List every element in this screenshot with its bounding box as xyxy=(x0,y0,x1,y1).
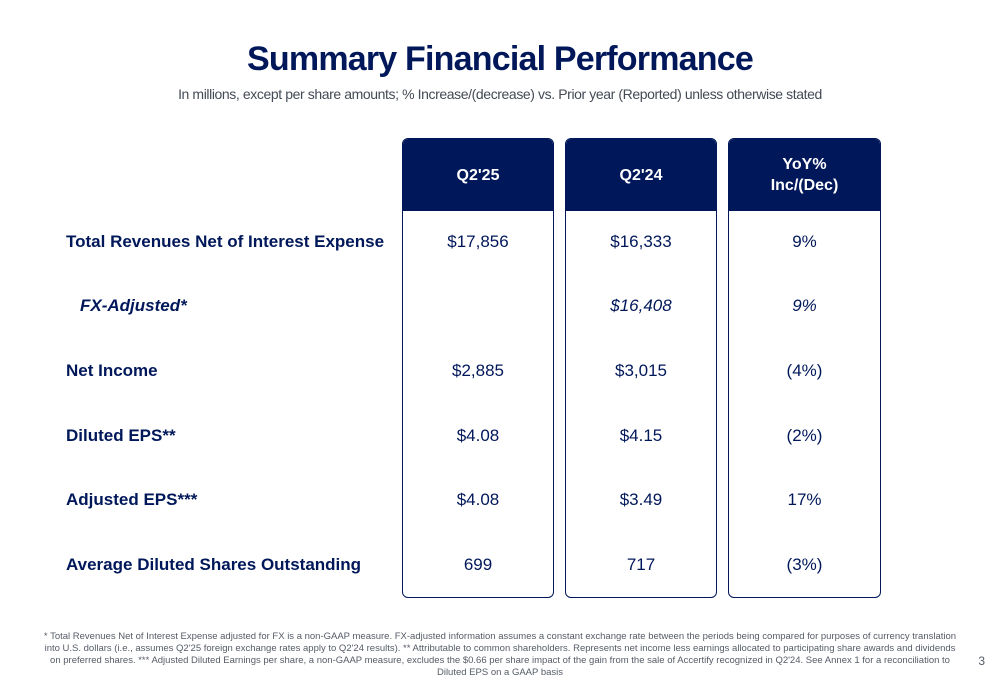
cell-yoy-adjusted-eps: 17% xyxy=(787,490,822,509)
cell-q2-24-average-diluted-shares: 717 xyxy=(626,555,656,574)
row-label-net-income: Net Income xyxy=(66,361,158,380)
row-label-fx-adjusted: FX-Adjusted* xyxy=(80,296,187,315)
cell-yoy-net-income: (4%) xyxy=(786,361,823,380)
row-label-total-revenues: Total Revenues Net of Interest Expense xyxy=(66,232,385,251)
column-header-label: YoY% xyxy=(782,156,827,173)
cell-q2-24-total-revenues: $16,333 xyxy=(610,232,672,251)
cell-q2-24-diluted-eps: $4.15 xyxy=(619,426,663,445)
page-subtitle: In millions, except per share amounts; %… xyxy=(178,86,822,102)
cell-q2-24-fx-adjusted: $16,408 xyxy=(610,296,672,315)
cell-yoy-average-diluted-shares: (3%) xyxy=(786,555,823,574)
column-header-label: Q2'25 xyxy=(456,166,500,184)
cell-q2-24-adjusted-eps: $3.49 xyxy=(619,490,663,509)
cell-yoy-diluted-eps: (2%) xyxy=(786,426,823,445)
page-title: Summary Financial Performance xyxy=(247,40,754,78)
cell-yoy-total-revenues: 9% xyxy=(792,232,817,251)
row-label-average-diluted-shares: Average Diluted Shares Outstanding xyxy=(66,555,362,574)
column-header-q2-24: Q2'24 xyxy=(566,139,716,211)
column-q2-24: Q2'24 $16,333 $16,408 $3,015 $4.15 $3.49… xyxy=(565,138,717,598)
column-q2-25: Q2'25 $17,856 $2,885 $4.08 $4.08 699 xyxy=(402,138,554,598)
column-header-q2-25: Q2'25 xyxy=(403,139,553,211)
cell-q2-25-adjusted-eps: $4.08 xyxy=(456,490,500,509)
cell-q2-25-diluted-eps: $4.08 xyxy=(456,426,500,445)
page-number: 3 xyxy=(978,654,985,668)
column-header-sublabel: Inc/(Dec) xyxy=(770,177,839,194)
cell-q2-25-total-revenues: $17,856 xyxy=(447,232,509,251)
cell-q2-24-net-income: $3,015 xyxy=(615,361,667,380)
cell-q2-25-net-income: $2,885 xyxy=(452,361,504,380)
column-header-yoy: YoY% Inc/(Dec) xyxy=(729,139,880,211)
cell-q2-25-average-diluted-shares: 699 xyxy=(463,555,493,574)
column-yoy: YoY% Inc/(Dec) 9% 9% (4%) (2%) 17% (3%) xyxy=(728,138,881,598)
column-header-label: Q2'24 xyxy=(619,166,663,184)
footnote: * Total Revenues Net of Interest Expense… xyxy=(43,631,957,678)
row-label-adjusted-eps: Adjusted EPS*** xyxy=(66,490,198,509)
cell-yoy-fx-adjusted: 9% xyxy=(792,296,817,315)
row-label-diluted-eps: Diluted EPS** xyxy=(66,426,176,445)
